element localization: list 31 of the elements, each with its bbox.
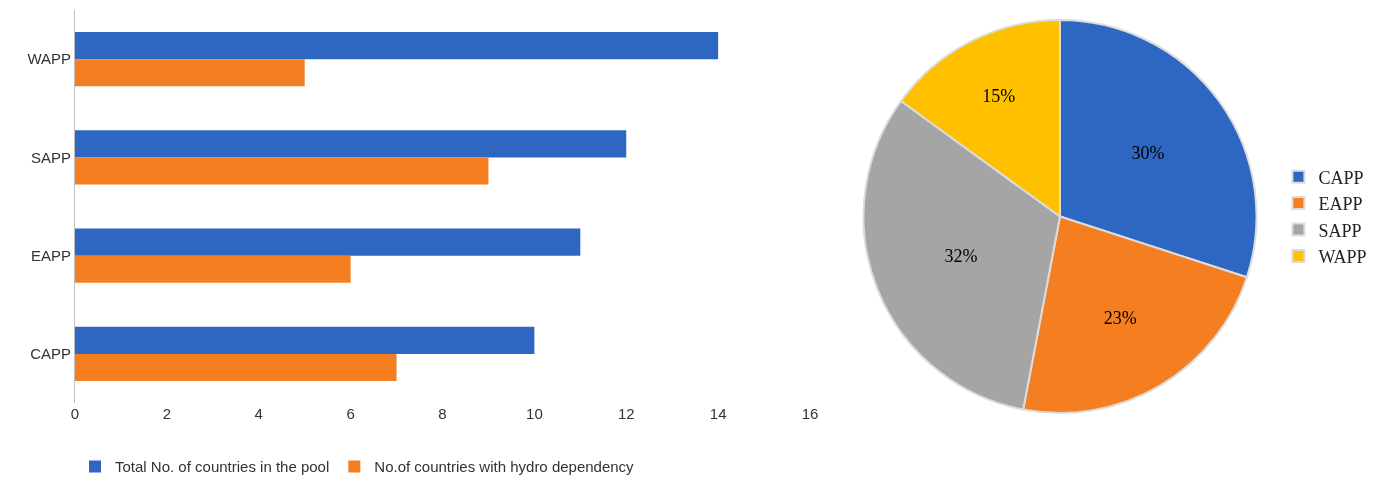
data-label: 30% — [1131, 142, 1165, 163]
bar — [75, 255, 351, 283]
x-tick-label: 4 — [254, 405, 263, 422]
legend-label: SAPP — [1318, 220, 1362, 241]
y-tick-label: WAPP — [27, 50, 71, 68]
legend-label: CAPP — [1318, 167, 1364, 188]
bar — [75, 326, 535, 354]
x-tick-label: 16 — [801, 405, 819, 422]
bar — [75, 157, 489, 185]
x-tick-label: 12 — [617, 405, 635, 422]
data-label: 32% — [944, 245, 978, 266]
legend-label: Total No. of countries in the pool — [115, 458, 330, 476]
legend-label: EAPP — [1318, 194, 1363, 215]
bar — [75, 353, 397, 381]
x-tick-label: 8 — [438, 405, 447, 422]
data-label: 23% — [1103, 308, 1137, 329]
bar — [75, 32, 719, 60]
x-tick-label: 14 — [709, 405, 727, 422]
legend-label: No.of countries with hydro dependency — [374, 458, 635, 476]
x-tick-label: 10 — [526, 405, 543, 422]
data-label: 15% — [982, 86, 1016, 107]
y-tick-label: EAPP — [30, 246, 71, 264]
legend-label: WAPP — [1318, 246, 1367, 267]
x-tick-label: 6 — [346, 405, 355, 422]
bar — [75, 59, 305, 87]
x-tick-label: 2 — [162, 405, 172, 422]
bar — [75, 228, 581, 256]
bar — [75, 130, 627, 158]
x-tick-label: 0 — [70, 405, 80, 422]
y-tick-label: SAPP — [30, 148, 71, 166]
y-tick-label: CAPP — [30, 345, 71, 363]
